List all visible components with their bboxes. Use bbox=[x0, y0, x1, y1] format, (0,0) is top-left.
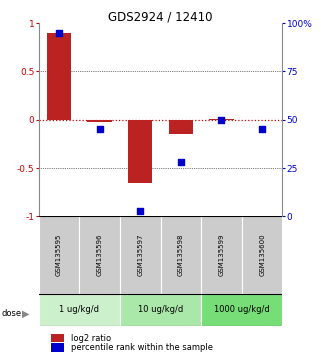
Bar bbox=[209, 119, 234, 120]
Bar bbox=[242, 216, 282, 294]
Bar bbox=[51, 343, 64, 352]
Bar bbox=[79, 216, 120, 294]
Text: 10 ug/kg/d: 10 ug/kg/d bbox=[138, 306, 183, 314]
Text: log2 ratio: log2 ratio bbox=[72, 333, 112, 343]
Text: GSM135595: GSM135595 bbox=[56, 234, 62, 276]
Bar bbox=[128, 120, 152, 183]
Bar bbox=[169, 120, 193, 134]
Text: GSM135600: GSM135600 bbox=[259, 234, 265, 276]
Point bbox=[260, 127, 265, 132]
Bar bbox=[201, 216, 242, 294]
Text: dose: dose bbox=[2, 309, 22, 318]
Bar bbox=[39, 216, 79, 294]
Point bbox=[56, 30, 61, 35]
Text: 1 ug/kg/d: 1 ug/kg/d bbox=[59, 306, 99, 314]
Point bbox=[138, 208, 143, 213]
Bar bbox=[51, 334, 64, 342]
Text: GSM135596: GSM135596 bbox=[97, 234, 102, 276]
Bar bbox=[120, 294, 201, 326]
Text: ▶: ▶ bbox=[22, 308, 29, 318]
Point bbox=[97, 127, 102, 132]
Text: GSM135598: GSM135598 bbox=[178, 234, 184, 276]
Point bbox=[178, 159, 183, 165]
Text: GSM135597: GSM135597 bbox=[137, 234, 143, 276]
Bar bbox=[160, 216, 201, 294]
Text: percentile rank within the sample: percentile rank within the sample bbox=[72, 343, 213, 352]
Bar bbox=[87, 120, 112, 122]
Text: 1000 ug/kg/d: 1000 ug/kg/d bbox=[214, 306, 270, 314]
Bar bbox=[120, 216, 160, 294]
Title: GDS2924 / 12410: GDS2924 / 12410 bbox=[108, 10, 213, 23]
Bar bbox=[201, 294, 282, 326]
Text: GSM135599: GSM135599 bbox=[219, 234, 224, 276]
Point bbox=[219, 117, 224, 122]
Bar bbox=[39, 294, 120, 326]
Bar bbox=[47, 33, 71, 120]
